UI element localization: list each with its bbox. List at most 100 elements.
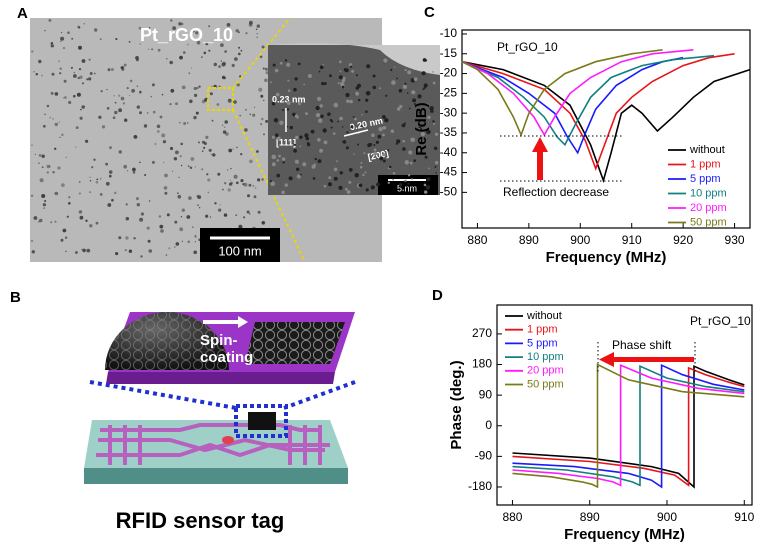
particle <box>236 83 240 87</box>
lattice-spot <box>273 118 279 123</box>
particle <box>233 100 237 104</box>
particle <box>235 29 239 33</box>
x-tick-label: 910 <box>734 510 754 524</box>
particle <box>222 130 227 134</box>
particle <box>181 208 185 212</box>
particle <box>60 36 65 41</box>
particle <box>88 58 91 61</box>
particle <box>154 143 157 145</box>
lattice-spot <box>353 153 355 155</box>
lattice-spot <box>287 79 290 82</box>
lattice-spot <box>348 180 352 184</box>
lattice-spot <box>354 117 357 121</box>
y-tick-label: 180 <box>472 357 492 371</box>
particle <box>239 114 242 117</box>
particle <box>132 171 136 174</box>
particle <box>43 207 45 210</box>
y-tick-label: -180 <box>468 479 492 493</box>
particle <box>79 75 83 79</box>
zoom-box <box>207 87 234 111</box>
particle <box>162 139 167 144</box>
particle <box>68 196 71 199</box>
lattice-spot <box>298 102 301 106</box>
particle <box>37 221 40 223</box>
particle <box>257 210 261 214</box>
particle <box>214 202 217 205</box>
x-axis-label: Frequency (MHz) <box>546 249 667 266</box>
particle <box>42 203 47 207</box>
particle <box>234 57 238 61</box>
lattice-spot <box>345 92 350 98</box>
lattice-spot <box>396 139 401 144</box>
particle <box>67 31 70 34</box>
particle <box>139 43 141 45</box>
lattice-spot <box>398 183 403 187</box>
lattice-spot <box>427 115 431 120</box>
lattice-spot <box>315 105 320 111</box>
particle <box>65 250 67 253</box>
y-axis-label: Phase (deg.) <box>448 360 465 449</box>
plane-label: [200] <box>367 148 390 162</box>
particle <box>205 135 209 139</box>
lattice-spot <box>408 107 411 110</box>
particle <box>31 144 33 146</box>
particle <box>68 202 71 205</box>
lattice-spot <box>284 59 288 62</box>
lattice-spot <box>349 99 353 104</box>
particle <box>85 139 89 143</box>
particle <box>201 99 206 104</box>
lattice-spot <box>420 132 425 137</box>
lattice-spot <box>328 182 332 187</box>
particle <box>71 37 74 40</box>
particle <box>248 183 252 187</box>
particle <box>89 191 92 194</box>
particle <box>73 71 76 74</box>
series-line <box>512 363 745 489</box>
lattice-spot <box>418 145 420 147</box>
lattice-spot <box>426 129 431 135</box>
particle <box>133 237 136 240</box>
particle <box>240 153 242 155</box>
lattice-spot <box>328 176 332 180</box>
lattice-spot <box>404 122 406 125</box>
particle <box>96 178 99 181</box>
lattice-spot <box>384 118 389 123</box>
particle <box>194 235 197 238</box>
particle <box>201 168 204 171</box>
particle <box>209 92 213 96</box>
lattice-spot <box>292 112 296 117</box>
lattice-spot <box>279 120 284 126</box>
particle <box>177 194 182 199</box>
particle <box>220 60 223 62</box>
sample-label: Pt_rGO_10 <box>690 314 751 328</box>
legend-label: 1 ppm <box>690 158 721 170</box>
particle <box>61 133 64 137</box>
lattice-spot <box>340 81 345 87</box>
particle <box>91 166 94 169</box>
lattice-spot <box>377 134 382 139</box>
particle <box>106 106 110 110</box>
x-tick-label: 880 <box>502 510 522 524</box>
lattice-spot <box>297 62 301 66</box>
lattice-spot <box>394 66 396 68</box>
lattice-spot <box>411 178 413 180</box>
particle <box>118 150 123 154</box>
particle <box>187 43 189 46</box>
particle <box>257 178 261 182</box>
lattice-spot <box>330 126 333 129</box>
particle <box>50 91 54 95</box>
particle <box>99 193 103 196</box>
lattice-spot <box>362 173 365 177</box>
particle <box>198 141 200 144</box>
sensor-film <box>248 412 276 430</box>
lattice-spot <box>339 116 343 121</box>
particle <box>201 150 204 153</box>
particle <box>120 66 124 70</box>
particle <box>252 185 255 187</box>
particle <box>38 218 43 223</box>
particle <box>148 27 151 29</box>
lattice-spot <box>344 187 348 191</box>
particle <box>249 113 252 116</box>
particle <box>165 254 168 256</box>
scale-label: 100 nm <box>218 243 261 258</box>
